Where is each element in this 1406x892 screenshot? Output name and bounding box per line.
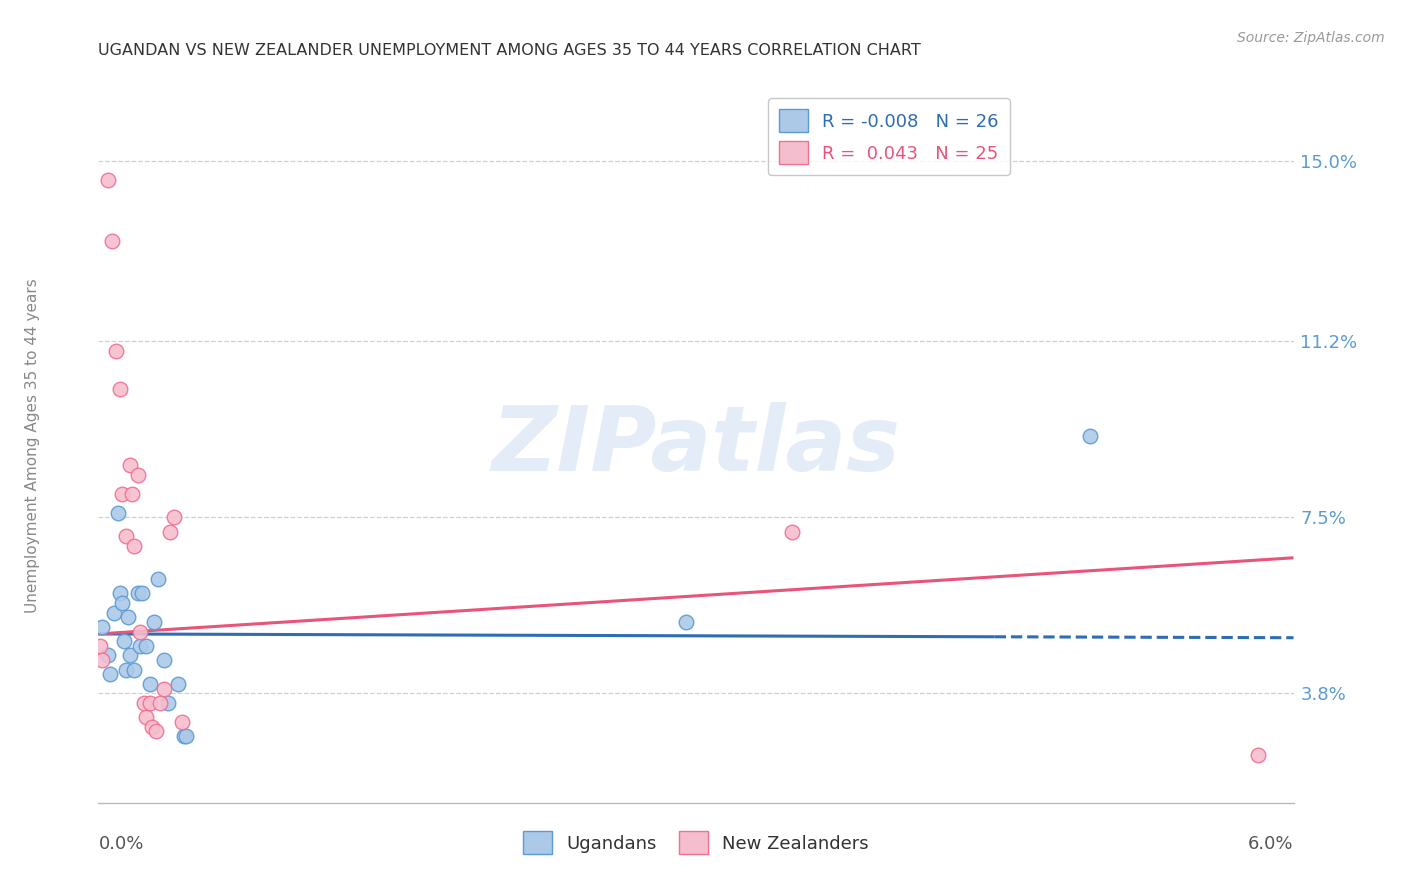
Point [120, 648, 142, 663]
Point [103, 606, 125, 620]
Point [117, 610, 139, 624]
Point [149, 696, 172, 710]
Point [139, 677, 162, 691]
Text: Unemployment Among Ages 35 to 44 years: Unemployment Among Ages 35 to 44 years [25, 278, 41, 614]
Point [97, 172, 120, 186]
Point [135, 710, 157, 724]
Point [780, 524, 803, 539]
Point [675, 615, 697, 629]
Point [163, 510, 186, 524]
Point [157, 696, 180, 710]
Point [127, 586, 149, 600]
Point [124, 663, 146, 677]
Point [105, 343, 128, 358]
Point [143, 615, 166, 629]
Point [110, 382, 132, 396]
Point [127, 467, 149, 482]
Point [121, 486, 143, 500]
Text: ZIPatlas: ZIPatlas [492, 402, 900, 490]
Point [153, 653, 176, 667]
Point [173, 729, 195, 743]
Point [112, 634, 135, 648]
Point [134, 696, 156, 710]
Point [115, 529, 138, 543]
Point [124, 539, 146, 553]
Point [111, 596, 134, 610]
Point [129, 639, 152, 653]
Text: UGANDAN VS NEW ZEALANDER UNEMPLOYMENT AMONG AGES 35 TO 44 YEARS CORRELATION CHAR: UGANDAN VS NEW ZEALANDER UNEMPLOYMENT AM… [98, 43, 921, 58]
Point [111, 486, 134, 500]
Point [172, 714, 194, 729]
Point [1080, 429, 1102, 443]
Text: Source: ZipAtlas.com: Source: ZipAtlas.com [1237, 31, 1385, 45]
Point [120, 458, 142, 472]
Text: 6.0%: 6.0% [1249, 835, 1294, 853]
Text: 0.0%: 0.0% [98, 835, 143, 853]
Point [153, 681, 176, 696]
Legend: Ugandans, New Zealanders: Ugandans, New Zealanders [512, 821, 880, 865]
Point [101, 235, 124, 249]
Point [1246, 748, 1268, 763]
Point [115, 663, 138, 677]
Point [91, 653, 114, 667]
Point [91, 620, 114, 634]
Point [131, 586, 153, 600]
Point [107, 506, 129, 520]
Point [145, 724, 167, 739]
Point [129, 624, 152, 639]
Point [139, 696, 162, 710]
Point [135, 639, 157, 653]
Point [167, 677, 190, 691]
Point [98, 667, 122, 681]
Point [97, 648, 120, 663]
Point [89, 639, 111, 653]
Point [159, 524, 181, 539]
Point [174, 729, 197, 743]
Point [110, 586, 132, 600]
Point [141, 720, 163, 734]
Point [148, 572, 170, 586]
